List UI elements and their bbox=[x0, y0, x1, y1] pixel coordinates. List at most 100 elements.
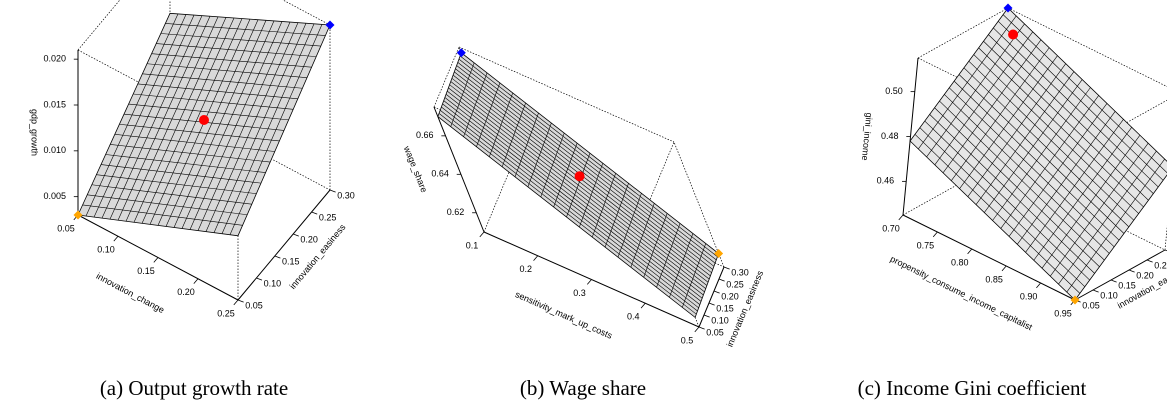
mesh-line bbox=[146, 63, 308, 79]
box-edge bbox=[673, 141, 725, 268]
mesh-line bbox=[617, 193, 642, 258]
mesh-line bbox=[656, 223, 681, 288]
point bbox=[325, 20, 335, 30]
point bbox=[1070, 295, 1080, 305]
mesh-line bbox=[173, 20, 267, 228]
y-tick-label: 0.15 bbox=[716, 303, 734, 313]
tick-mark bbox=[479, 231, 485, 238]
tick-mark bbox=[694, 326, 700, 333]
mesh-line bbox=[1002, 14, 1167, 174]
x-tick-label: 0.4 bbox=[627, 312, 640, 322]
x-tick-label: 0.80 bbox=[951, 257, 969, 267]
x-axis-label: innovation_change bbox=[95, 271, 166, 315]
mesh-line bbox=[1066, 158, 1165, 293]
box-edge bbox=[992, 164, 1166, 251]
box-edge bbox=[433, 46, 460, 108]
y-tick-label: 0.25 bbox=[1154, 260, 1167, 270]
tick-mark bbox=[703, 314, 710, 318]
box-edge bbox=[902, 214, 1076, 301]
y-tick-label: 0.05 bbox=[245, 300, 263, 310]
caption: (b) Wage share bbox=[520, 376, 646, 400]
mesh-line bbox=[968, 60, 1134, 221]
x-tick-label: 0.10 bbox=[97, 245, 115, 255]
tick-mark bbox=[932, 231, 938, 238]
box-edge bbox=[433, 106, 485, 233]
mesh-line bbox=[165, 19, 259, 227]
x-tick-label: 0.2 bbox=[519, 264, 532, 274]
x-tick-label: 0.85 bbox=[985, 274, 1003, 284]
mesh-line bbox=[181, 20, 275, 229]
box-edge bbox=[902, 164, 994, 216]
box-edge bbox=[237, 189, 331, 301]
box-edge bbox=[698, 266, 725, 328]
mesh-line bbox=[983, 41, 1149, 201]
mesh-line bbox=[963, 67, 1130, 228]
mesh-line bbox=[205, 22, 299, 232]
x-tick-label: 0.1 bbox=[466, 240, 479, 250]
mesh-line bbox=[604, 183, 629, 248]
z-tick-label: 0.020 bbox=[43, 54, 66, 64]
z-axis-label: gdp_growth bbox=[30, 109, 40, 156]
x-tick-label: 0.75 bbox=[917, 240, 935, 250]
tick-mark bbox=[153, 257, 159, 263]
y-tick-label: 0.25 bbox=[319, 212, 337, 222]
x-tick-label: 0.05 bbox=[57, 223, 75, 233]
y-tick-label: 0.05 bbox=[706, 327, 724, 337]
point bbox=[714, 249, 724, 259]
box-edge bbox=[648, 141, 675, 203]
x-tick-label: 0.25 bbox=[217, 308, 235, 318]
mesh-line bbox=[1041, 135, 1141, 269]
tick-mark bbox=[113, 235, 119, 242]
mesh-line bbox=[1008, 103, 1108, 237]
mesh-line bbox=[455, 68, 713, 270]
tick-mark bbox=[274, 255, 281, 259]
box-edge bbox=[1074, 249, 1166, 301]
tick-mark bbox=[533, 255, 539, 261]
tick-mark bbox=[293, 233, 299, 237]
x-tick-label: 0.15 bbox=[137, 266, 155, 276]
z-tick-label: 0.66 bbox=[416, 130, 434, 140]
mesh-line bbox=[1050, 142, 1149, 277]
y-tick-label: 0.05 bbox=[1082, 300, 1100, 310]
mesh-line bbox=[142, 73, 303, 89]
box-edge bbox=[282, 0, 331, 26]
tick-mark bbox=[237, 299, 244, 303]
tick-mark bbox=[898, 214, 904, 221]
tick-mark bbox=[1092, 289, 1099, 293]
z-tick-label: 0.48 bbox=[881, 131, 899, 141]
caption: (c) Income Gini coefficient bbox=[858, 376, 1087, 400]
mesh-line bbox=[1000, 95, 1099, 229]
tick-mark bbox=[311, 211, 318, 215]
z-tick-label: 0.50 bbox=[885, 86, 903, 96]
mesh-line bbox=[643, 213, 668, 278]
mesh-line bbox=[197, 21, 291, 231]
tick-mark bbox=[967, 248, 973, 255]
mesh-line bbox=[958, 74, 1125, 234]
mesh-line bbox=[456, 65, 715, 267]
y-tick-label: 0.30 bbox=[731, 267, 749, 277]
z-axis-label: wage_share bbox=[401, 144, 429, 194]
mesh-line bbox=[978, 47, 1144, 208]
mesh-line bbox=[993, 27, 1159, 188]
mesh-line bbox=[973, 54, 1139, 214]
tick-mark bbox=[1036, 282, 1041, 289]
mesh-line bbox=[459, 55, 718, 257]
y-tick-label: 0.20 bbox=[721, 291, 739, 301]
z-tick-label: 0.62 bbox=[447, 207, 465, 217]
y-tick-label: 0.15 bbox=[282, 256, 300, 266]
caption: (a) Output growth rate bbox=[100, 376, 288, 400]
mesh-line bbox=[458, 58, 717, 261]
mesh-line bbox=[213, 23, 307, 233]
tick-mark bbox=[193, 278, 199, 284]
mesh-line bbox=[579, 163, 604, 228]
z-tick-label: 0.005 bbox=[43, 191, 66, 201]
mesh-line bbox=[165, 23, 326, 36]
y-tick-label: 0.10 bbox=[1100, 290, 1118, 300]
tick-mark bbox=[329, 189, 336, 193]
y-tick-label: 0.15 bbox=[1118, 280, 1136, 290]
tick-mark bbox=[233, 299, 239, 306]
x-axis-label: sensitivity_mark_up_costs bbox=[514, 289, 615, 341]
mesh-line bbox=[137, 83, 298, 100]
mesh-line bbox=[156, 43, 317, 57]
